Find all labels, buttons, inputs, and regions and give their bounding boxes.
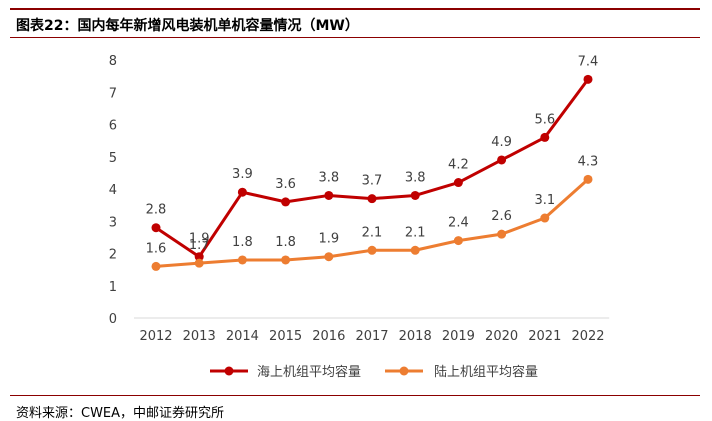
offshore-data-label: 3.7 xyxy=(362,174,383,189)
offshore-data-label: 3.9 xyxy=(232,167,253,182)
x-tick-label: 2020 xyxy=(485,329,518,344)
x-tick-label: 2019 xyxy=(442,329,475,344)
x-tick-label: 2015 xyxy=(269,329,302,344)
onshore-data-label: 1.9 xyxy=(318,232,339,247)
source-note: 资料来源：CWEA，中邮证券研究所 xyxy=(16,406,225,421)
offshore-point xyxy=(194,252,204,262)
offshore-point xyxy=(281,197,291,207)
y-tick-label: 6 xyxy=(109,119,117,134)
onshore-data-label: 1.8 xyxy=(232,235,253,250)
x-tick-label: 2022 xyxy=(571,329,604,344)
onshore-data-label: 4.3 xyxy=(578,154,599,169)
y-tick-label: 2 xyxy=(109,248,117,263)
x-tick-label: 2014 xyxy=(226,329,259,344)
y-tick-label: 1 xyxy=(109,280,117,295)
x-tick-label: 2021 xyxy=(528,329,561,344)
onshore-point xyxy=(324,252,334,262)
x-tick-label: 2013 xyxy=(183,329,216,344)
onshore-data-label: 3.1 xyxy=(534,193,555,208)
onshore-point xyxy=(194,258,204,268)
onshore-point xyxy=(237,255,247,265)
x-tick-label: 2016 xyxy=(312,329,345,344)
x-tick-label: 2018 xyxy=(399,329,432,344)
offshore-data-label: 1.9 xyxy=(189,232,210,247)
y-tick-label: 5 xyxy=(109,151,117,166)
offshore-data-label: 4.2 xyxy=(448,158,469,173)
chart-title: 图表22：国内每年新增风电装机单机容量情况（MW） xyxy=(16,18,359,34)
offshore-data-label: 3.8 xyxy=(318,170,339,185)
offshore-point xyxy=(151,223,161,233)
offshore-data-label: 5.6 xyxy=(534,112,555,127)
onshore-data-label: 2.1 xyxy=(362,225,383,240)
onshore-data-label: 1.6 xyxy=(146,241,167,256)
offshore-data-label: 4.9 xyxy=(491,135,512,150)
offshore-point xyxy=(583,74,593,84)
onshore-data-label: 1.8 xyxy=(275,235,296,250)
offshore-point xyxy=(237,187,247,197)
onshore-point xyxy=(151,261,161,271)
y-tick-label: 0 xyxy=(109,312,117,327)
footer-bar: 资料来源：CWEA，中邮证券研究所 xyxy=(10,395,700,421)
title-bar: 图表22：国内每年新增风电装机单机容量情况（MW） xyxy=(10,8,700,38)
offshore-point xyxy=(540,132,550,142)
y-tick-label: 3 xyxy=(109,215,117,230)
onshore-data-label: 1.7 xyxy=(189,238,210,253)
offshore-point xyxy=(367,194,377,204)
onshore-point xyxy=(367,245,377,255)
legend-label-onshore: 陆上机组平均容量 xyxy=(434,364,538,380)
onshore-point xyxy=(281,255,291,265)
legend-label-offshore: 海上机组平均容量 xyxy=(257,364,361,380)
offshore-data-label: 3.6 xyxy=(275,177,296,192)
x-tick-label: 2017 xyxy=(355,329,388,344)
x-tick-label: 2012 xyxy=(139,329,172,344)
offshore-point xyxy=(410,190,420,200)
onshore-point xyxy=(540,213,550,223)
offshore-point xyxy=(324,190,334,200)
offshore-data-label: 2.8 xyxy=(146,203,167,218)
onshore-data-label: 2.4 xyxy=(448,216,469,231)
y-tick-label: 7 xyxy=(109,86,117,101)
onshore-point xyxy=(410,245,420,255)
offshore-point xyxy=(497,155,507,165)
offshore-data-label: 3.8 xyxy=(405,170,426,185)
onshore-point xyxy=(497,229,507,239)
legend-marker-onshore xyxy=(399,366,409,376)
y-tick-label: 4 xyxy=(109,183,117,198)
offshore-point xyxy=(453,178,463,188)
y-tick-label: 8 xyxy=(109,54,117,69)
onshore-point xyxy=(583,174,593,184)
onshore-data-label: 2.6 xyxy=(491,209,512,224)
legend-marker-offshore xyxy=(224,366,234,376)
onshore-point xyxy=(453,236,463,246)
offshore-data-label: 7.4 xyxy=(578,54,599,69)
onshore-data-label: 2.1 xyxy=(405,225,426,240)
